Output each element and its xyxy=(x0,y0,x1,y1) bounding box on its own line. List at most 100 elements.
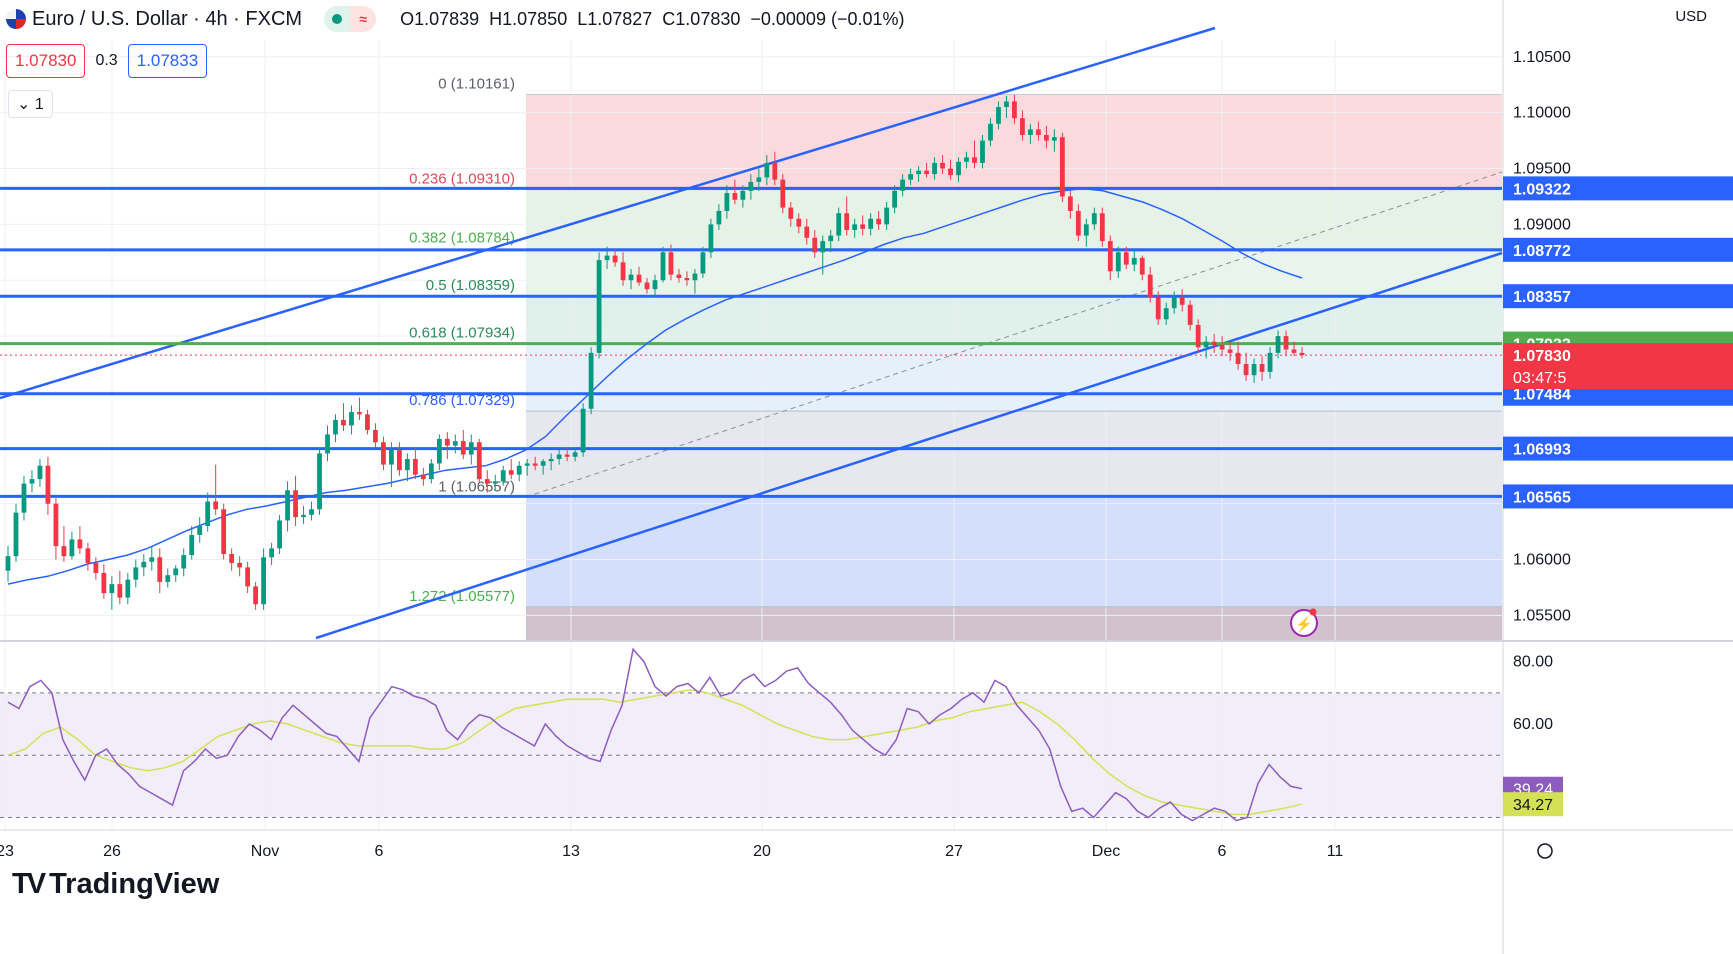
candle-body xyxy=(149,557,155,562)
candle-body xyxy=(309,509,314,515)
fib-zone xyxy=(526,248,1502,296)
candle-body xyxy=(1139,257,1145,275)
level-price-tag xyxy=(1503,436,1733,461)
candle-body xyxy=(468,442,474,455)
candle-body xyxy=(1004,101,1009,108)
candle-body xyxy=(972,157,977,163)
candle-body xyxy=(628,274,634,281)
candle-body xyxy=(53,503,59,547)
time-tick-label: 26 xyxy=(103,843,121,860)
candle-body xyxy=(109,584,115,594)
candle-body xyxy=(1012,101,1017,119)
notification-dot xyxy=(1309,608,1317,616)
candle-body xyxy=(1155,296,1161,320)
close-value: C1.07830 xyxy=(662,8,741,29)
candle-body xyxy=(724,193,730,211)
candle-body xyxy=(660,252,666,281)
currency-label[interactable]: USD xyxy=(1675,8,1707,25)
candle-body xyxy=(77,539,83,549)
candle-body xyxy=(221,509,227,554)
currency-flag-icon xyxy=(6,9,26,29)
buy-button[interactable]: 1.07833 xyxy=(127,44,208,78)
level-price-label: 1.06993 xyxy=(1513,442,1571,459)
level-price-tag xyxy=(1503,284,1733,309)
candle-body xyxy=(1115,252,1121,272)
chart-header: Euro / U.S. Dollar · 4h · FXCM ≈ O1.0783… xyxy=(0,0,905,38)
candle-body xyxy=(1179,296,1185,305)
channel-lower-line xyxy=(315,251,1503,640)
candle-body xyxy=(181,555,187,569)
level-price-tag xyxy=(1503,484,1733,509)
candle-body xyxy=(940,162,945,169)
market-status-pill[interactable]: ≈ xyxy=(324,6,377,32)
candle-body xyxy=(1195,324,1201,348)
candle-body xyxy=(1227,349,1233,353)
change-value: −0.00009 (−0.01%) xyxy=(750,8,905,29)
lot-selector[interactable]: ⌄ 1 xyxy=(8,90,53,118)
candle-body xyxy=(764,162,770,178)
fib-zone xyxy=(526,497,1502,607)
candle-body xyxy=(197,526,203,535)
brand-name: TradingView xyxy=(49,868,220,900)
ohlc-readout: O1.07839 H1.07850 L1.07827 C1.07830 −0.0… xyxy=(400,9,904,30)
candle-body xyxy=(389,450,394,465)
candle-body xyxy=(732,193,738,200)
candle-body xyxy=(1299,352,1305,356)
candle-body xyxy=(1067,196,1073,211)
candle-body xyxy=(1083,224,1089,236)
candle-body xyxy=(1051,137,1057,141)
current-price-label: 1.07830 xyxy=(1513,348,1571,365)
level-price-label: 1.08772 xyxy=(1513,243,1571,260)
symbol-title[interactable]: Euro / U.S. Dollar · 4h · FXCM xyxy=(6,8,302,31)
candle-body xyxy=(1043,134,1049,141)
candle-body xyxy=(924,170,929,175)
candle-body xyxy=(1020,118,1025,135)
candle-body xyxy=(205,501,211,527)
candle-body xyxy=(892,190,898,208)
candle-body xyxy=(444,438,450,446)
candle-body xyxy=(788,207,794,219)
candle-body xyxy=(325,434,330,454)
candle-body xyxy=(492,481,498,484)
candle-body xyxy=(1107,241,1113,272)
candle-body xyxy=(381,442,386,465)
candle-body xyxy=(908,174,914,180)
candle-body xyxy=(428,463,434,480)
candle-body xyxy=(620,262,626,281)
candle-body xyxy=(1147,274,1153,297)
settings-gear-icon xyxy=(1537,843,1553,859)
candle-body xyxy=(412,458,418,475)
alert-lightning-icon xyxy=(1290,609,1318,637)
candle-body xyxy=(404,458,410,471)
tradingview-logo[interactable]: TV TradingView xyxy=(12,868,219,901)
candle-body xyxy=(836,213,842,236)
candle-body xyxy=(365,414,370,430)
candle-body xyxy=(1251,364,1257,376)
candle-body xyxy=(101,572,107,594)
candle-body xyxy=(588,352,594,409)
candle-body xyxy=(508,470,514,475)
rsi-ma-value-label: 34.27 xyxy=(1513,797,1553,814)
market-open-icon xyxy=(324,6,351,32)
candle-body xyxy=(45,465,51,504)
sell-button[interactable]: 1.07830 xyxy=(6,44,86,78)
candle-body xyxy=(900,179,906,191)
time-tick-label: 6 xyxy=(375,843,384,860)
candle-body xyxy=(189,534,195,556)
candle-body xyxy=(29,479,35,484)
candle-body xyxy=(341,419,346,426)
candle-body xyxy=(868,218,874,229)
candle-body xyxy=(636,274,642,283)
candle-body xyxy=(333,419,338,435)
time-tick-label: 20 xyxy=(753,843,771,860)
candle-body xyxy=(1059,137,1065,197)
candle-body xyxy=(13,512,19,557)
candle-body xyxy=(708,224,714,253)
tv-logo-icon: TV xyxy=(12,868,46,900)
fib-label: 0.382 (1.08784) xyxy=(409,229,515,246)
candle-body xyxy=(476,442,482,480)
level-price-label: 1.08357 xyxy=(1513,289,1571,306)
candle-body xyxy=(612,255,618,263)
symbol-label: Euro / U.S. Dollar · 4h · FXCM xyxy=(32,7,303,30)
